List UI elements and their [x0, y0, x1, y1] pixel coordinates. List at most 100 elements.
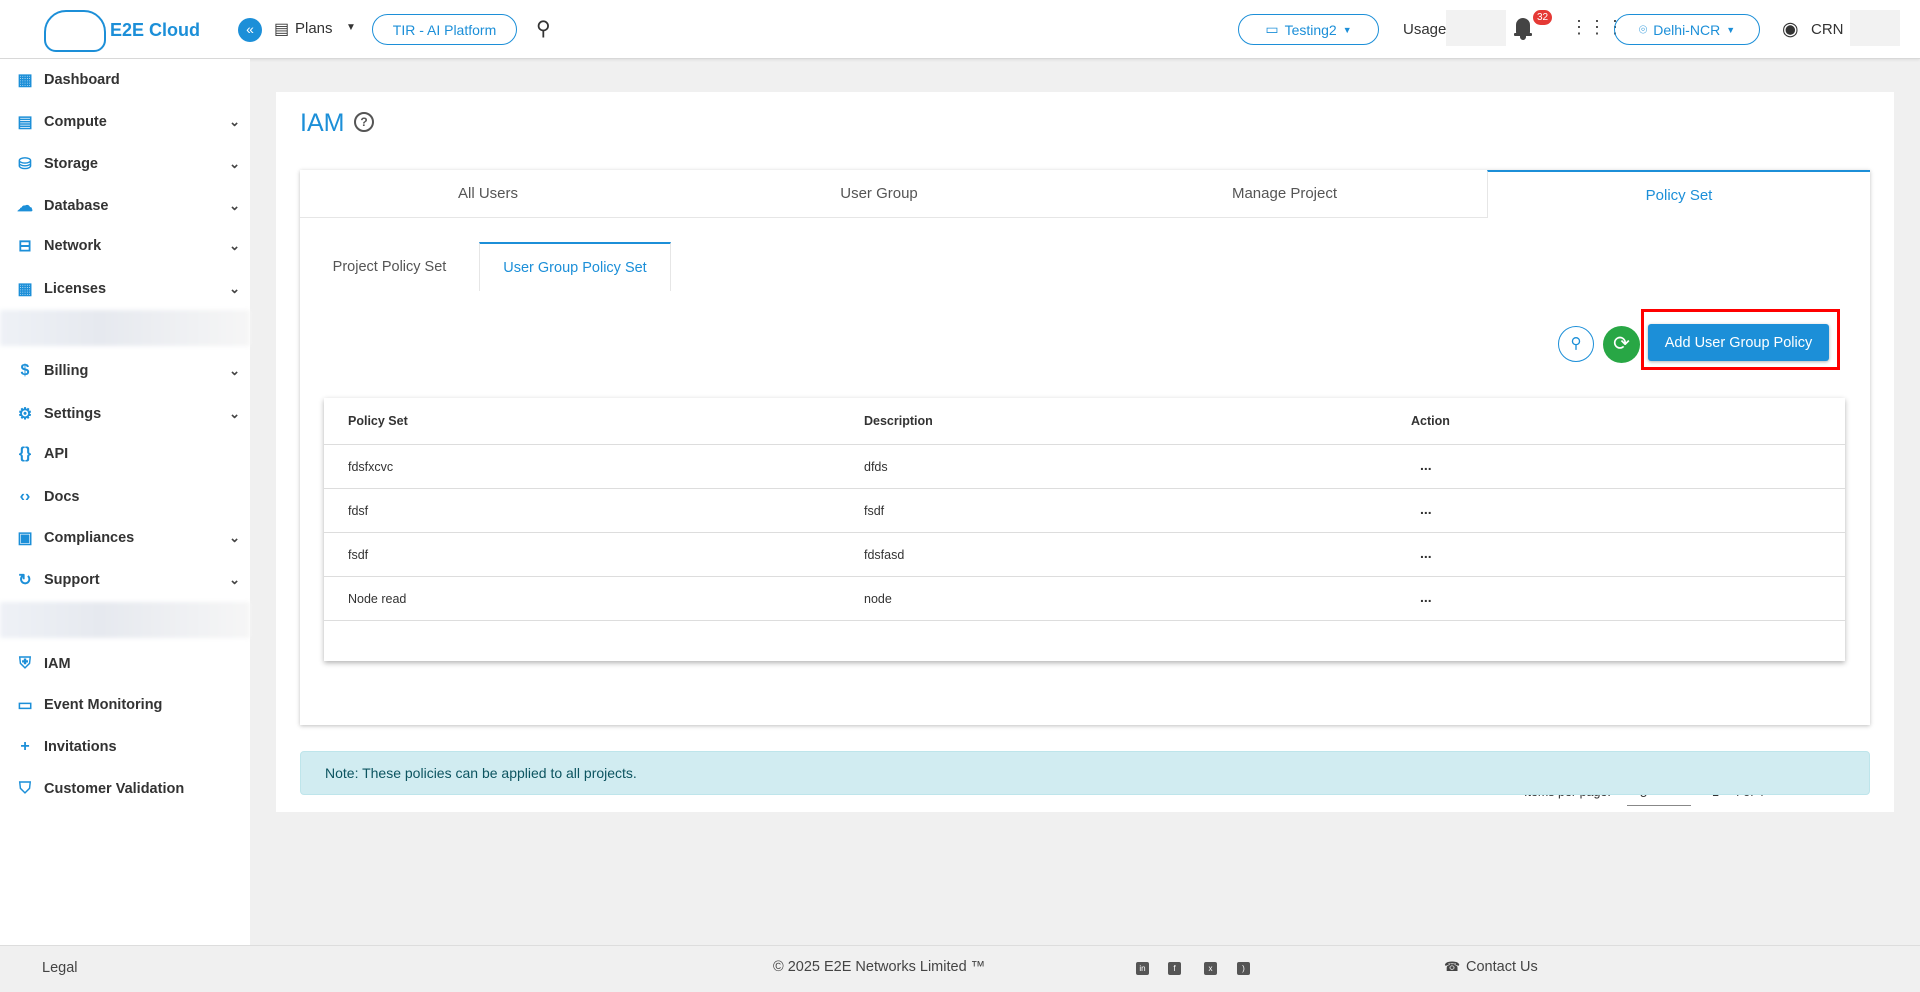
tab-user-group[interactable]: User Group [676, 170, 1082, 218]
cell-description: node [864, 592, 892, 606]
search-button[interactable]: ⚲ [1558, 326, 1594, 362]
storage-icon: ⛁ [18, 156, 32, 173]
iam-icon: ⛨ [18, 655, 31, 672]
project-label: Testing2 [1284, 21, 1337, 38]
chevron-down-icon: ⌄ [229, 530, 240, 545]
header-description: Description [864, 414, 933, 428]
sidebar-item-licenses[interactable]: ▦ Licenses ⌄ [14, 274, 240, 304]
tir-platform-button[interactable]: TIR - AI Platform [372, 14, 517, 45]
linkedin-icon[interactable]: in [1136, 962, 1149, 975]
x-icon[interactable]: x [1204, 962, 1217, 975]
copyright: © 2025 E2E Networks Limited ™ [773, 959, 986, 975]
policy-table: Policy Set Description Action fdsfxcvc df… [324, 398, 1845, 661]
sidebar-item-label: Dashboard [44, 72, 120, 88]
sidebar-item-customer-validation[interactable]: ⛉ Customer Validation [14, 774, 240, 804]
project-selector[interactable]: ▭ Testing2 ▼ [1238, 14, 1379, 45]
header-action: Action [1411, 414, 1450, 428]
help-icon[interactable]: ? [354, 112, 374, 132]
network-icon: ⊟ [18, 238, 32, 255]
sidebar-item-database[interactable]: ☁ Database ⌄ [14, 191, 240, 221]
sidebar-item-label: IAM [44, 656, 71, 672]
plans-menu[interactable]: Plans [295, 20, 333, 37]
subtab-label: User Group Policy Set [503, 259, 647, 276]
sidebar-item-label: Settings [44, 406, 102, 422]
subtab-project-policy-set[interactable]: Project Policy Set [300, 242, 479, 291]
tab-manage-project[interactable]: Manage Project [1082, 170, 1487, 218]
cell-policy-set: fsdf [348, 548, 369, 562]
caret-down-icon: ▼ [346, 22, 356, 33]
licenses-icon: ▦ [17, 281, 33, 298]
tab-label: Policy Set [1645, 186, 1713, 204]
subtab-user-group-policy-set[interactable]: User Group Policy Set [479, 242, 671, 291]
sidebar-item-event-monitoring[interactable]: ▭ Event Monitoring [14, 690, 240, 720]
sidebar-item-invitations[interactable]: + Invitations [14, 732, 240, 762]
table-row: Node read node... [324, 577, 1845, 621]
redacted-sidebar-item [0, 602, 250, 638]
cell-description: fdsfasd [864, 548, 905, 562]
chevron-down-icon: ⌄ [229, 281, 240, 296]
sidebar-item-support[interactable]: ↻ Support ⌄ [14, 565, 240, 595]
highlight-box [1641, 309, 1840, 370]
phone-icon: ☎ [1444, 959, 1461, 974]
legal-link[interactable]: Legal [42, 960, 78, 976]
sidebar-item-storage[interactable]: ⛁ Storage ⌄ [14, 149, 240, 179]
crn-redacted [1850, 10, 1900, 46]
page-title: IAM [300, 109, 345, 137]
subtab-label: Project Policy Set [332, 258, 447, 275]
sidebar-item-settings[interactable]: ⚙ Settings ⌄ [14, 399, 240, 429]
usage-link[interactable]: Usage [1403, 21, 1447, 38]
sidebar-item-label: Compute [44, 114, 107, 130]
sidebar-item-network[interactable]: ⊟ Network ⌄ [14, 231, 240, 261]
plans-icon: ▤ [274, 21, 290, 38]
sidebar-item-iam[interactable]: ⛨ IAM [14, 649, 240, 679]
sidebar-item-compliances[interactable]: ▣ Compliances ⌄ [14, 523, 240, 553]
compliances-icon: ▣ [17, 530, 33, 547]
bell-icon[interactable] [1514, 18, 1532, 40]
tab-all-users[interactable]: All Users [300, 170, 676, 218]
cell-description: fsdf [864, 504, 885, 518]
compute-icon: ▤ [17, 114, 33, 131]
rss-icon[interactable]: ) [1237, 962, 1250, 975]
table-header: Policy Set Description Action [324, 398, 1845, 445]
brand-logo[interactable] [44, 10, 106, 52]
sidebar-item-api[interactable]: {} API [14, 439, 240, 469]
sidebar-item-billing[interactable]: $ Billing ⌄ [14, 356, 240, 386]
database-icon: ☁ [17, 198, 33, 215]
more-actions-icon[interactable]: ... [1420, 501, 1432, 517]
sidebar-item-label: Network [44, 238, 102, 254]
collapse-sidebar-button[interactable]: « [238, 18, 262, 42]
sidebar-item-dashboard[interactable]: ▦ Dashboard [14, 65, 240, 95]
search-icon[interactable]: ⚲ [536, 18, 551, 40]
sidebar-item-docs[interactable]: ‹› Docs [14, 482, 240, 512]
sidebar-item-compute[interactable]: ▤ Compute ⌄ [14, 107, 240, 137]
chevron-down-icon: ⌄ [229, 363, 240, 378]
notification-badge: 32 [1533, 10, 1553, 25]
contact-us-link[interactable]: Contact Us [1466, 959, 1538, 975]
chevron-down-icon: ⌄ [229, 156, 240, 171]
chevron-down-icon: ⌄ [229, 114, 240, 129]
more-actions-icon[interactable]: ... [1420, 589, 1432, 605]
header-policy-set: Policy Set [348, 414, 408, 428]
tab-policy-set[interactable]: Policy Set [1487, 170, 1870, 218]
sidebar-item-label: Support [44, 572, 100, 588]
apps-grid-icon[interactable]: ⋮⋮⋮ [1570, 17, 1624, 37]
region-selector[interactable]: ⌾ Delhi-NCR ▼ [1614, 14, 1760, 45]
chevron-down-icon: ⌄ [229, 406, 240, 421]
more-actions-icon[interactable]: ... [1420, 457, 1432, 473]
sidebar-item-label: API [44, 446, 69, 462]
refresh-button[interactable]: ⟳ [1603, 326, 1640, 363]
more-actions-icon[interactable]: ... [1420, 545, 1432, 561]
chevron-down-icon: ⌄ [229, 198, 240, 213]
docs-icon: ‹› [19, 488, 31, 505]
dashboard-icon: ▦ [17, 72, 33, 89]
region-label: Delhi-NCR [1653, 21, 1721, 38]
sidebar-item-label: Event Monitoring [44, 697, 163, 713]
chevron-down-icon: ⌄ [229, 572, 240, 587]
redacted-sidebar-item [0, 310, 250, 346]
add-user-group-policy-button[interactable]: Add User Group Policy [1648, 324, 1829, 361]
account-icon[interactable]: ◉ [1782, 19, 1799, 40]
tabs-panel: All Users User Group Manage Project Poli… [300, 170, 1870, 806]
footer: Legal © 2025 E2E Networks Limited ™ in f… [0, 945, 1920, 992]
invitations-icon: + [20, 738, 30, 755]
facebook-icon[interactable]: f [1168, 962, 1181, 975]
